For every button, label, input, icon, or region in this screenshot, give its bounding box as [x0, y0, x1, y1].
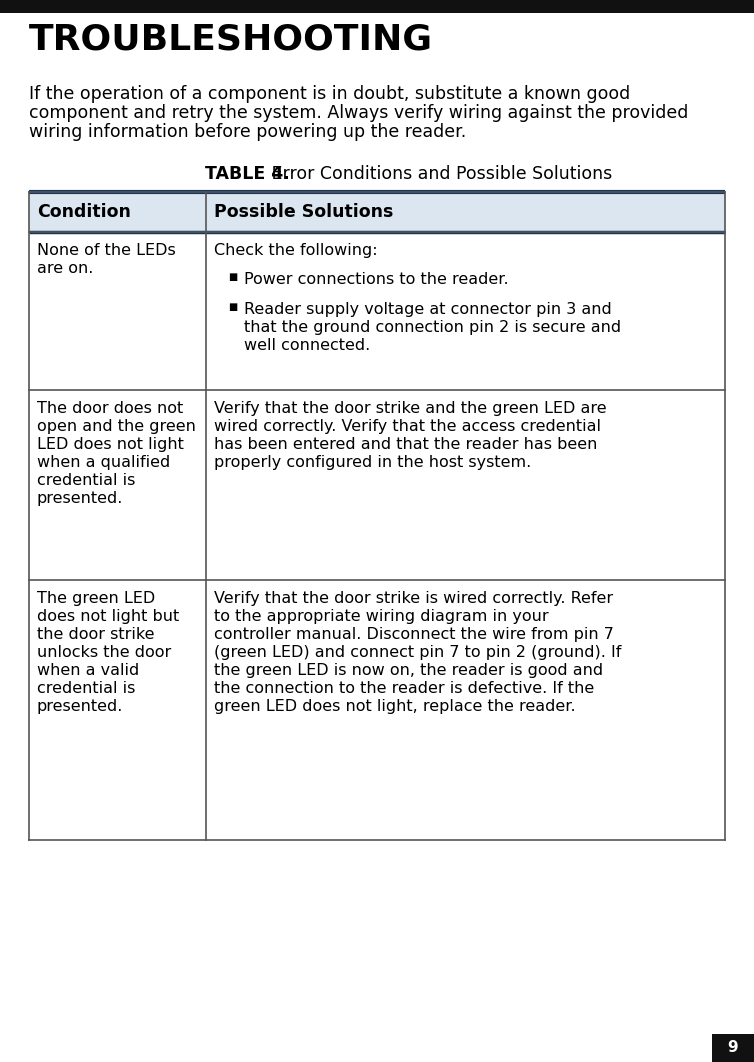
- Text: Possible Solutions: Possible Solutions: [214, 203, 394, 221]
- Text: credential is: credential is: [37, 473, 136, 489]
- Text: None of the LEDs: None of the LEDs: [37, 243, 176, 258]
- Text: green LED does not light, replace the reader.: green LED does not light, replace the re…: [214, 699, 575, 714]
- Text: presented.: presented.: [37, 491, 124, 506]
- Text: Reader supply voltage at connector pin 3 and: Reader supply voltage at connector pin 3…: [244, 303, 611, 318]
- Bar: [29, 390, 725, 580]
- Text: TABLE 4.: TABLE 4.: [205, 165, 290, 183]
- Text: Verify that the door strike is wired correctly. Refer: Verify that the door strike is wired cor…: [214, 590, 613, 606]
- Text: TROUBLESHOOTING: TROUBLESHOOTING: [29, 22, 433, 56]
- Text: Condition: Condition: [37, 203, 131, 221]
- Text: that the ground connection pin 2 is secure and: that the ground connection pin 2 is secu…: [244, 321, 621, 336]
- Text: well connected.: well connected.: [244, 339, 370, 354]
- Text: Power connections to the reader.: Power connections to the reader.: [244, 272, 509, 287]
- Text: has been entered and that the reader has been: has been entered and that the reader has…: [214, 436, 597, 452]
- Bar: [712, 1034, 754, 1062]
- Text: 9: 9: [728, 1041, 738, 1056]
- Text: controller manual. Disconnect the wire from pin 7: controller manual. Disconnect the wire f…: [214, 627, 614, 643]
- Text: credential is: credential is: [37, 681, 136, 696]
- Text: open and the green: open and the green: [37, 419, 196, 434]
- Text: wired correctly. Verify that the access credential: wired correctly. Verify that the access …: [214, 419, 601, 434]
- Text: If the operation of a component is in doubt, substitute a known good: If the operation of a component is in do…: [29, 85, 630, 103]
- Text: wiring information before powering up the reader.: wiring information before powering up th…: [29, 123, 466, 141]
- Text: ■: ■: [228, 272, 238, 281]
- Text: Verify that the door strike and the green LED are: Verify that the door strike and the gree…: [214, 401, 607, 416]
- Bar: [29, 580, 725, 840]
- Text: Check the following:: Check the following:: [214, 243, 378, 258]
- Text: The door does not: The door does not: [37, 401, 183, 416]
- Bar: [29, 232, 725, 390]
- Text: ■: ■: [228, 303, 238, 312]
- Text: are on.: are on.: [37, 261, 93, 276]
- Text: component and retry the system. Always verify wiring against the provided: component and retry the system. Always v…: [29, 104, 688, 122]
- Text: does not light but: does not light but: [37, 609, 179, 624]
- Text: the connection to the reader is defective. If the: the connection to the reader is defectiv…: [214, 681, 594, 696]
- Bar: [29, 192, 725, 232]
- Bar: [0, 0, 754, 13]
- Text: properly configured in the host system.: properly configured in the host system.: [214, 455, 532, 470]
- Text: the door strike: the door strike: [37, 627, 155, 643]
- Text: presented.: presented.: [37, 699, 124, 714]
- Text: The green LED: The green LED: [37, 590, 155, 606]
- Text: to the appropriate wiring diagram in your: to the appropriate wiring diagram in you…: [214, 609, 549, 624]
- Text: the green LED is now on, the reader is good and: the green LED is now on, the reader is g…: [214, 663, 603, 678]
- Text: LED does not light: LED does not light: [37, 436, 184, 452]
- Text: (green LED) and connect pin 7 to pin 2 (ground). If: (green LED) and connect pin 7 to pin 2 (…: [214, 645, 621, 660]
- Text: when a valid: when a valid: [37, 663, 139, 678]
- Text: Error Conditions and Possible Solutions: Error Conditions and Possible Solutions: [255, 165, 612, 183]
- Text: unlocks the door: unlocks the door: [37, 645, 171, 660]
- Text: when a qualified: when a qualified: [37, 455, 170, 470]
